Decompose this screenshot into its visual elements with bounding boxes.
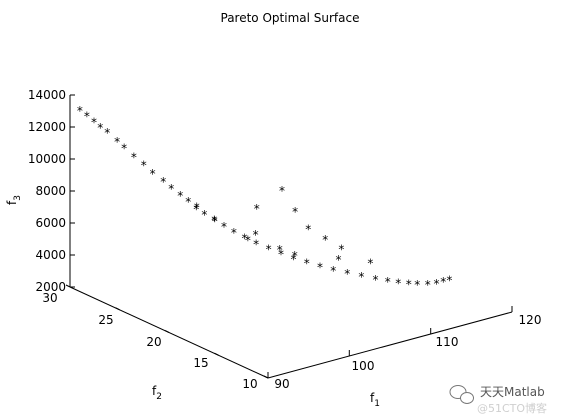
f1-axis-line: [267, 311, 513, 379]
f2-tick-label: 30: [42, 291, 57, 305]
watermark-brand: 天天Matlab: [480, 385, 545, 399]
data-point: *: [185, 195, 191, 209]
data-point: *: [304, 256, 310, 270]
data-point: *: [253, 228, 259, 242]
data-point: *: [131, 150, 137, 164]
data-point: *: [242, 231, 248, 245]
data-point: *: [168, 182, 174, 196]
f2-axis-label: f2: [152, 384, 162, 402]
watermark: 天天Matlab @51CTO博客: [449, 385, 547, 415]
f1-tick-label: 100: [352, 359, 375, 373]
f1-axis-label: f1: [370, 391, 380, 409]
data-point: *: [194, 201, 200, 215]
data-point: *: [77, 104, 83, 118]
data-point: *: [141, 159, 147, 173]
f1-ticks: [267, 306, 513, 378]
data-point: *: [446, 273, 452, 287]
data-point: *: [245, 234, 251, 248]
data-points: * * * * ** ****** * ** * * * * * * * * * * * * * * * * * * * * * * ***…: [77, 104, 452, 292]
data-point: *: [292, 205, 298, 219]
f3-axis-label: f3: [5, 195, 23, 205]
data-point: *: [201, 208, 207, 222]
f2-tick-label: 15: [193, 356, 208, 370]
data-point: *: [266, 242, 272, 256]
data-point: *: [344, 267, 350, 281]
f2-tick-label: 10: [242, 377, 257, 391]
data-point: *: [221, 220, 227, 234]
data-point: *: [395, 277, 401, 291]
data-point: *: [440, 275, 446, 289]
data-point: *: [358, 270, 364, 284]
f1-tick-label: 110: [436, 335, 459, 349]
data-point: *: [212, 214, 218, 228]
f3-tick-label: 14000: [28, 88, 66, 102]
data-point: *: [292, 249, 298, 263]
data-point: *: [330, 264, 336, 278]
data-point: *: [104, 126, 110, 140]
data-point: *: [84, 110, 90, 124]
data-point: *: [253, 237, 259, 251]
data-point: *: [231, 226, 237, 240]
f3-tick-label: 6000: [35, 216, 66, 230]
data-point: *: [97, 121, 103, 135]
data-point: *: [406, 277, 412, 291]
f3-ticks: [70, 94, 75, 288]
watermark-site: @51CTO博客: [477, 401, 547, 415]
data-point: *: [160, 175, 166, 189]
data-point: *: [385, 275, 391, 289]
data-point: *: [193, 202, 199, 216]
data-point: *: [322, 233, 328, 247]
f3-tick-label: 8000: [35, 184, 66, 198]
data-point: *: [211, 214, 217, 228]
data-point: *: [373, 273, 379, 287]
data-point: *: [279, 184, 285, 198]
data-point: *: [367, 256, 373, 270]
f2-tick-label: 20: [146, 335, 161, 349]
data-point: *: [414, 278, 420, 292]
data-point: *: [254, 202, 260, 216]
data-point: *: [305, 223, 311, 237]
data-point: *: [338, 242, 344, 256]
f3-tick-label: 10000: [28, 152, 66, 166]
wechat-icon: [449, 385, 474, 404]
data-point: *: [150, 167, 156, 181]
f3-tick-label: 4000: [35, 248, 66, 262]
data-point: *: [277, 243, 283, 257]
data-point: *: [291, 252, 297, 266]
data-point: *: [434, 277, 440, 291]
f2-ticks: [65, 284, 269, 379]
f3-tick-label: 2000: [35, 280, 66, 294]
f3-tick-label: 12000: [28, 120, 66, 134]
data-point: *: [317, 260, 323, 274]
chart-title: Pareto Optimal Surface: [221, 11, 360, 25]
data-point: *: [177, 189, 183, 203]
data-point: *: [425, 278, 431, 292]
data-point: *: [278, 247, 284, 261]
f1-tick-label: 90: [274, 377, 289, 391]
data-point: *: [91, 116, 97, 130]
data-point: *: [336, 253, 342, 267]
data-point: *: [114, 135, 120, 149]
data-point: *: [121, 141, 127, 155]
f2-tick-label: 25: [98, 313, 113, 327]
f1-tick-label: 120: [519, 313, 542, 327]
